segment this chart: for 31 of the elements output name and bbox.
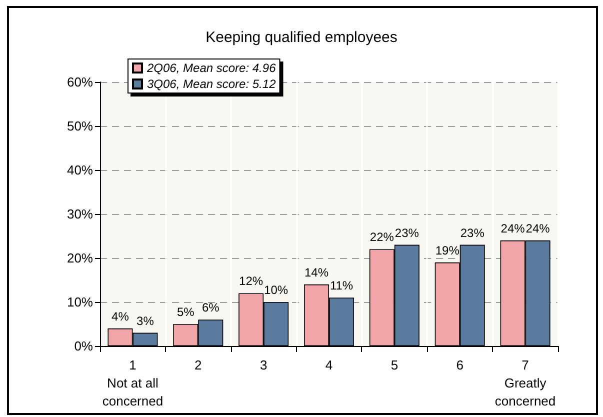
data-label: 23% [394,226,420,240]
legend-label: 2Q06, Mean score: 4.96 [146,61,276,75]
x-tick-label: 1 Not at all concerned [102,358,164,408]
data-label: 4% [112,309,130,324]
legend-label: 3Q06, Mean score: 5.12 [147,77,276,91]
y-tick-label: 10% [66,294,94,310]
x-tick-label: 5 [390,358,398,372]
y-tick-label: 30% [66,206,94,222]
data-label: 10% [264,283,288,297]
x-tick-label: 6 [456,358,464,372]
data-label: 14% [304,265,329,280]
y-tick-label: 50% [66,118,94,134]
data-label: 5% [176,305,195,319]
x-tick-label: 7 Greatly concerned [494,358,556,408]
y-tick-label: 0% [74,338,94,354]
data-label: 23% [460,226,485,240]
data-label: 22% [370,230,394,244]
data-label: 24% [526,221,550,236]
x-tick-label: 3 [260,358,268,372]
data-label: 11% [330,278,354,293]
data-label: 6% [202,300,220,315]
y-tick-label: 60% [66,74,94,90]
y-tick-label: 20% [66,250,94,266]
data-label: 12% [239,274,264,288]
data-label: 19% [435,243,460,258]
x-tick-label: 2 [194,358,202,372]
data-label: 24% [500,221,526,236]
x-tick-label: 4 [325,358,333,372]
data-label: 3% [136,314,154,328]
y-tick-label: 40% [66,162,94,178]
chart-title: Keeping qualified employees [206,29,398,46]
